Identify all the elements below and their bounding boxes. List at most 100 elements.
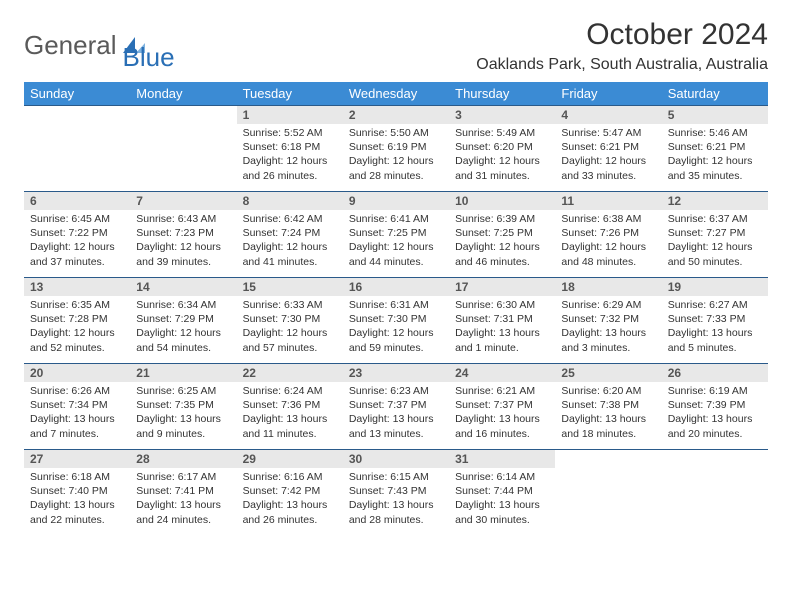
day-data: Sunrise: 5:50 AMSunset: 6:19 PMDaylight:… <box>343 124 449 187</box>
day-data: Sunrise: 6:15 AMSunset: 7:43 PMDaylight:… <box>343 468 449 531</box>
calendar-cell: 2Sunrise: 5:50 AMSunset: 6:19 PMDaylight… <box>343 106 449 192</box>
calendar-cell: 11Sunrise: 6:38 AMSunset: 7:26 PMDayligh… <box>555 192 661 278</box>
calendar-cell: 8Sunrise: 6:42 AMSunset: 7:24 PMDaylight… <box>237 192 343 278</box>
logo-text-blue: Blue <box>123 42 175 73</box>
calendar-cell: 15Sunrise: 6:33 AMSunset: 7:30 PMDayligh… <box>237 278 343 364</box>
day-data: Sunrise: 6:35 AMSunset: 7:28 PMDaylight:… <box>24 296 130 359</box>
day-data: Sunrise: 5:46 AMSunset: 6:21 PMDaylight:… <box>662 124 768 187</box>
calendar-cell: 30Sunrise: 6:15 AMSunset: 7:43 PMDayligh… <box>343 450 449 536</box>
day-number: 17 <box>449 278 555 296</box>
day-number: 29 <box>237 450 343 468</box>
day-data: Sunrise: 6:25 AMSunset: 7:35 PMDaylight:… <box>130 382 236 445</box>
day-number: 16 <box>343 278 449 296</box>
calendar-head: SundayMondayTuesdayWednesdayThursdayFrid… <box>24 82 768 106</box>
day-data: Sunrise: 6:14 AMSunset: 7:44 PMDaylight:… <box>449 468 555 531</box>
calendar-cell: 22Sunrise: 6:24 AMSunset: 7:36 PMDayligh… <box>237 364 343 450</box>
calendar-row: 20Sunrise: 6:26 AMSunset: 7:34 PMDayligh… <box>24 364 768 450</box>
day-data: Sunrise: 6:20 AMSunset: 7:38 PMDaylight:… <box>555 382 661 445</box>
day-number: 24 <box>449 364 555 382</box>
day-data: Sunrise: 6:19 AMSunset: 7:39 PMDaylight:… <box>662 382 768 445</box>
calendar-cell: 7Sunrise: 6:43 AMSunset: 7:23 PMDaylight… <box>130 192 236 278</box>
day-data: Sunrise: 6:31 AMSunset: 7:30 PMDaylight:… <box>343 296 449 359</box>
day-number: 30 <box>343 450 449 468</box>
calendar-row: 13Sunrise: 6:35 AMSunset: 7:28 PMDayligh… <box>24 278 768 364</box>
calendar-cell: 24Sunrise: 6:21 AMSunset: 7:37 PMDayligh… <box>449 364 555 450</box>
day-number: 22 <box>237 364 343 382</box>
calendar-cell: . <box>555 450 661 536</box>
day-data: Sunrise: 5:47 AMSunset: 6:21 PMDaylight:… <box>555 124 661 187</box>
calendar-body: . . 1Sunrise: 5:52 AMSunset: 6:18 PMDayl… <box>24 106 768 536</box>
day-data: Sunrise: 6:18 AMSunset: 7:40 PMDaylight:… <box>24 468 130 531</box>
weekday-header: Tuesday <box>237 82 343 106</box>
calendar-cell: 29Sunrise: 6:16 AMSunset: 7:42 PMDayligh… <box>237 450 343 536</box>
weekday-header: Saturday <box>662 82 768 106</box>
day-number: 6 <box>24 192 130 210</box>
day-data: Sunrise: 6:42 AMSunset: 7:24 PMDaylight:… <box>237 210 343 273</box>
day-number: 18 <box>555 278 661 296</box>
day-number: 9 <box>343 192 449 210</box>
day-number: 21 <box>130 364 236 382</box>
calendar-cell: 31Sunrise: 6:14 AMSunset: 7:44 PMDayligh… <box>449 450 555 536</box>
day-data: Sunrise: 6:41 AMSunset: 7:25 PMDaylight:… <box>343 210 449 273</box>
calendar-cell: . <box>24 106 130 192</box>
day-data: Sunrise: 6:24 AMSunset: 7:36 PMDaylight:… <box>237 382 343 445</box>
day-data: Sunrise: 6:39 AMSunset: 7:25 PMDaylight:… <box>449 210 555 273</box>
calendar-row: . . 1Sunrise: 5:52 AMSunset: 6:18 PMDayl… <box>24 106 768 192</box>
day-number: 8 <box>237 192 343 210</box>
weekday-header: Thursday <box>449 82 555 106</box>
calendar-cell: . <box>130 106 236 192</box>
calendar-row: 6Sunrise: 6:45 AMSunset: 7:22 PMDaylight… <box>24 192 768 278</box>
day-data: Sunrise: 6:33 AMSunset: 7:30 PMDaylight:… <box>237 296 343 359</box>
calendar-cell: 21Sunrise: 6:25 AMSunset: 7:35 PMDayligh… <box>130 364 236 450</box>
day-number: 12 <box>662 192 768 210</box>
day-number: 2 <box>343 106 449 124</box>
day-data: Sunrise: 6:21 AMSunset: 7:37 PMDaylight:… <box>449 382 555 445</box>
day-number: 31 <box>449 450 555 468</box>
calendar-cell: 6Sunrise: 6:45 AMSunset: 7:22 PMDaylight… <box>24 192 130 278</box>
calendar-cell: 3Sunrise: 5:49 AMSunset: 6:20 PMDaylight… <box>449 106 555 192</box>
weekday-header: Wednesday <box>343 82 449 106</box>
day-number: 3 <box>449 106 555 124</box>
calendar-cell: . <box>662 450 768 536</box>
weekday-header: Friday <box>555 82 661 106</box>
calendar-cell: 25Sunrise: 6:20 AMSunset: 7:38 PMDayligh… <box>555 364 661 450</box>
day-number: 15 <box>237 278 343 296</box>
title-block: October 2024 Oaklands Park, South Austra… <box>476 18 768 74</box>
calendar-cell: 23Sunrise: 6:23 AMSunset: 7:37 PMDayligh… <box>343 364 449 450</box>
day-number: 27 <box>24 450 130 468</box>
day-data: Sunrise: 6:27 AMSunset: 7:33 PMDaylight:… <box>662 296 768 359</box>
calendar-cell: 26Sunrise: 6:19 AMSunset: 7:39 PMDayligh… <box>662 364 768 450</box>
calendar-cell: 20Sunrise: 6:26 AMSunset: 7:34 PMDayligh… <box>24 364 130 450</box>
day-number: 23 <box>343 364 449 382</box>
day-number: 26 <box>662 364 768 382</box>
header: General Blue October 2024 Oaklands Park,… <box>24 18 768 74</box>
calendar-cell: 19Sunrise: 6:27 AMSunset: 7:33 PMDayligh… <box>662 278 768 364</box>
day-data: Sunrise: 5:52 AMSunset: 6:18 PMDaylight:… <box>237 124 343 187</box>
day-data: Sunrise: 6:29 AMSunset: 7:32 PMDaylight:… <box>555 296 661 359</box>
day-number: 10 <box>449 192 555 210</box>
day-data: Sunrise: 6:37 AMSunset: 7:27 PMDaylight:… <box>662 210 768 273</box>
calendar-cell: 1Sunrise: 5:52 AMSunset: 6:18 PMDaylight… <box>237 106 343 192</box>
day-number: 28 <box>130 450 236 468</box>
weekday-header: Monday <box>130 82 236 106</box>
calendar-cell: 17Sunrise: 6:30 AMSunset: 7:31 PMDayligh… <box>449 278 555 364</box>
day-number: 11 <box>555 192 661 210</box>
day-data: Sunrise: 6:30 AMSunset: 7:31 PMDaylight:… <box>449 296 555 359</box>
weekday-header: Sunday <box>24 82 130 106</box>
day-data: Sunrise: 6:45 AMSunset: 7:22 PMDaylight:… <box>24 210 130 273</box>
calendar-row: 27Sunrise: 6:18 AMSunset: 7:40 PMDayligh… <box>24 450 768 536</box>
day-data: Sunrise: 6:23 AMSunset: 7:37 PMDaylight:… <box>343 382 449 445</box>
calendar-cell: 28Sunrise: 6:17 AMSunset: 7:41 PMDayligh… <box>130 450 236 536</box>
calendar-cell: 13Sunrise: 6:35 AMSunset: 7:28 PMDayligh… <box>24 278 130 364</box>
calendar-cell: 4Sunrise: 5:47 AMSunset: 6:21 PMDaylight… <box>555 106 661 192</box>
calendar-cell: 10Sunrise: 6:39 AMSunset: 7:25 PMDayligh… <box>449 192 555 278</box>
day-data: Sunrise: 6:34 AMSunset: 7:29 PMDaylight:… <box>130 296 236 359</box>
day-number: 20 <box>24 364 130 382</box>
calendar-cell: 12Sunrise: 6:37 AMSunset: 7:27 PMDayligh… <box>662 192 768 278</box>
day-data: Sunrise: 5:49 AMSunset: 6:20 PMDaylight:… <box>449 124 555 187</box>
logo: General Blue <box>24 18 175 73</box>
day-number: 25 <box>555 364 661 382</box>
day-data: Sunrise: 6:17 AMSunset: 7:41 PMDaylight:… <box>130 468 236 531</box>
location: Oaklands Park, South Australia, Australi… <box>476 56 768 74</box>
calendar-cell: 9Sunrise: 6:41 AMSunset: 7:25 PMDaylight… <box>343 192 449 278</box>
